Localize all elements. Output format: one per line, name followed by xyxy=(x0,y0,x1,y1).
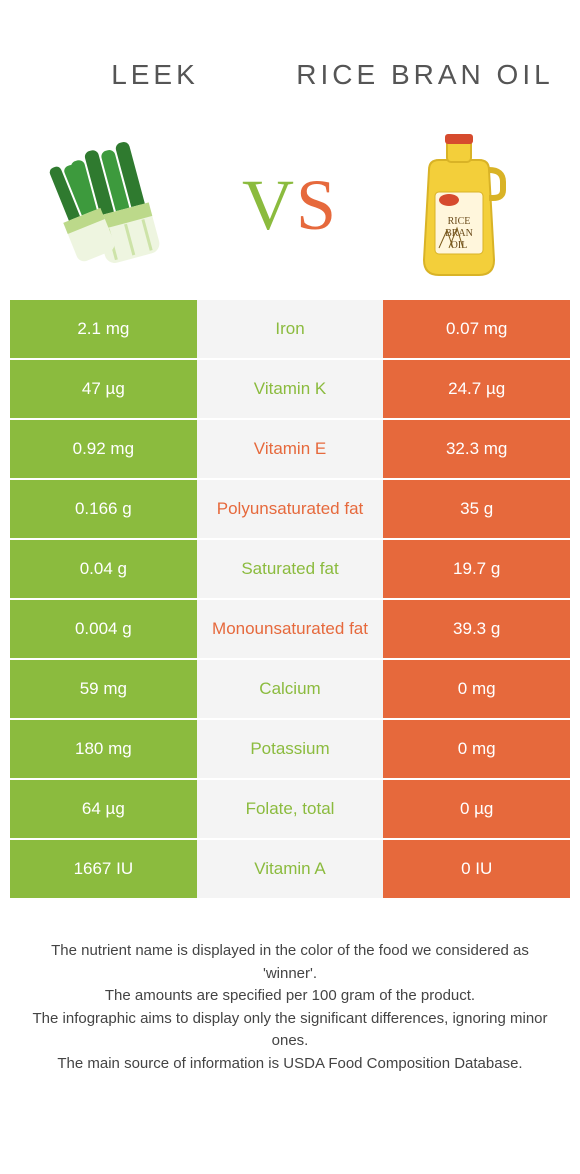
left-value: 0.004 g xyxy=(10,600,197,660)
vs-label: VS xyxy=(242,164,338,247)
left-value: 47 µg xyxy=(10,360,197,420)
nutrient-label: Vitamin K xyxy=(197,360,384,420)
right-value: 0 IU xyxy=(383,840,570,900)
nutrient-label: Iron xyxy=(197,300,384,360)
right-value: 39.3 g xyxy=(383,600,570,660)
right-value: 32.3 mg xyxy=(383,420,570,480)
table-row: 0.166 gPolyunsaturated fat35 g xyxy=(10,480,570,540)
left-food-title: LEEK xyxy=(20,58,290,92)
svg-text:RICE: RICE xyxy=(448,216,471,227)
right-value: 0 mg xyxy=(383,660,570,720)
footer-notes: The nutrient name is displayed in the co… xyxy=(0,900,580,1075)
footer-line: The infographic aims to display only the… xyxy=(30,1008,550,1053)
hero-row: VS RICE BRAN OIL xyxy=(0,130,580,300)
nutrient-label: Folate, total xyxy=(197,780,384,840)
left-value: 2.1 mg xyxy=(10,300,197,360)
footer-line: The nutrient name is displayed in the co… xyxy=(30,940,550,985)
nutrient-label: Calcium xyxy=(197,660,384,720)
table-row: 0.92 mgVitamin E32.3 mg xyxy=(10,420,570,480)
right-value: 0.07 mg xyxy=(383,300,570,360)
table-row: 47 µgVitamin K24.7 µg xyxy=(10,360,570,420)
nutrient-label: Polyunsaturated fat xyxy=(197,480,384,540)
right-value: 19.7 g xyxy=(383,540,570,600)
nutrient-label: Vitamin A xyxy=(197,840,384,900)
footer-line: The main source of information is USDA F… xyxy=(30,1053,550,1076)
oil-image: RICE BRAN OIL xyxy=(379,135,539,275)
table-row: 0.004 gMonounsaturated fat39.3 g xyxy=(10,600,570,660)
nutrient-label: Potassium xyxy=(197,720,384,780)
right-food-title: RICE BRAN OIL xyxy=(290,58,560,92)
table-row: 64 µgFolate, total0 µg xyxy=(10,780,570,840)
nutrient-label: Saturated fat xyxy=(197,540,384,600)
comparison-table: 2.1 mgIron0.07 mg47 µgVitamin K24.7 µg0.… xyxy=(10,300,570,900)
left-value: 0.04 g xyxy=(10,540,197,600)
left-value: 64 µg xyxy=(10,780,197,840)
table-row: 1667 IUVitamin A0 IU xyxy=(10,840,570,900)
table-row: 59 mgCalcium0 mg xyxy=(10,660,570,720)
left-value: 0.92 mg xyxy=(10,420,197,480)
right-value: 35 g xyxy=(383,480,570,540)
right-value: 0 mg xyxy=(383,720,570,780)
leek-icon xyxy=(41,135,201,275)
left-value: 1667 IU xyxy=(10,840,197,900)
left-value: 0.166 g xyxy=(10,480,197,540)
footer-line: The amounts are specified per 100 gram o… xyxy=(30,985,550,1008)
right-value: 0 µg xyxy=(383,780,570,840)
nutrient-label: Vitamin E xyxy=(197,420,384,480)
nutrient-label: Monounsaturated fat xyxy=(197,600,384,660)
left-value: 59 mg xyxy=(10,660,197,720)
right-value: 24.7 µg xyxy=(383,360,570,420)
table-row: 0.04 gSaturated fat19.7 g xyxy=(10,540,570,600)
table-row: 2.1 mgIron0.07 mg xyxy=(10,300,570,360)
table-row: 180 mgPotassium0 mg xyxy=(10,720,570,780)
left-value: 180 mg xyxy=(10,720,197,780)
svg-text:OIL: OIL xyxy=(451,240,468,251)
leek-image xyxy=(41,135,201,275)
oil-bottle-icon: RICE BRAN OIL xyxy=(399,130,519,280)
header-titles: LEEK RICE BRAN OIL xyxy=(0,0,580,130)
